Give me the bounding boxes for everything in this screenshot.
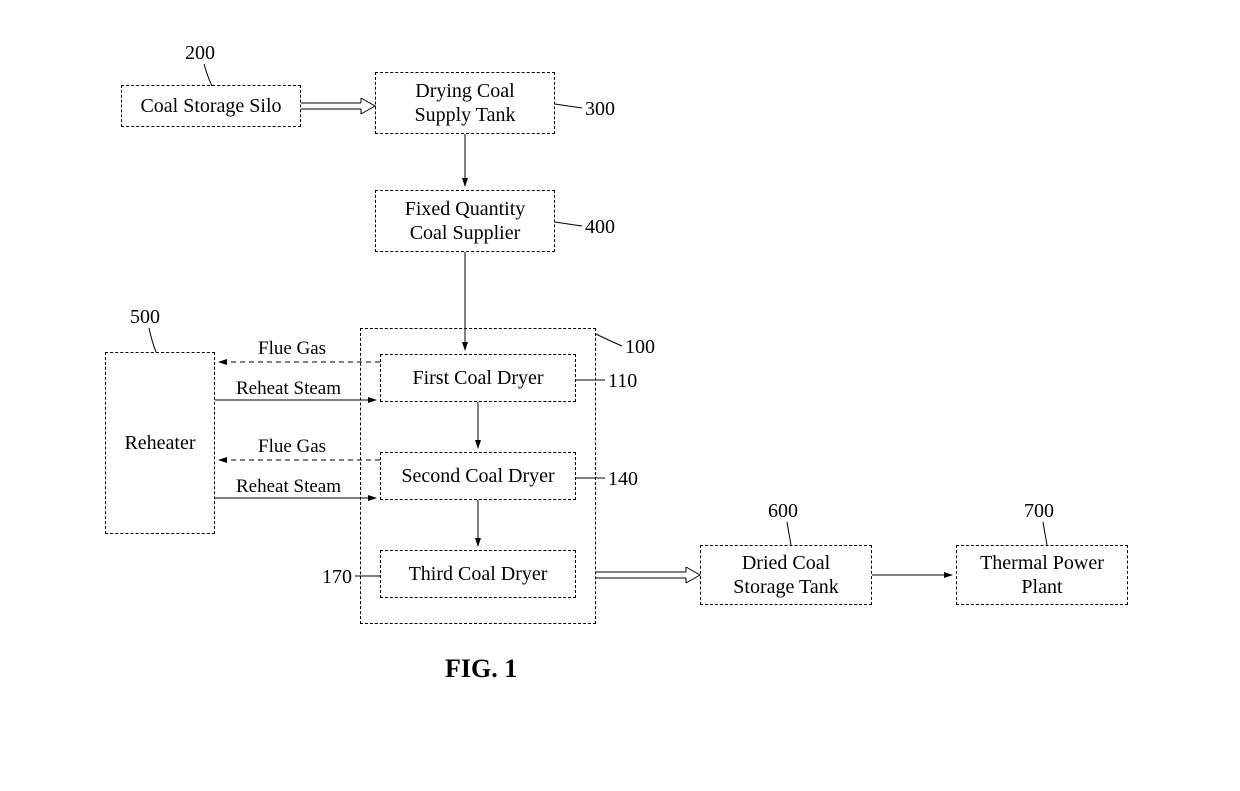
- edge-label-flue-gas-1: Flue Gas: [258, 338, 326, 360]
- node-thermal-power-plant: Thermal PowerPlant: [956, 545, 1128, 605]
- figure-title: FIG. 1: [445, 654, 517, 684]
- node-label: Fixed QuantityCoal Supplier: [405, 197, 526, 245]
- node-dried-coal-storage-tank: Dried CoalStorage Tank: [700, 545, 872, 605]
- node-label: Second Coal Dryer: [401, 464, 554, 488]
- node-label: Dried CoalStorage Tank: [733, 551, 838, 599]
- ref-400: 400: [585, 216, 615, 239]
- node-first-coal-dryer: First Coal Dryer: [380, 354, 576, 402]
- edge-label-reheat-steam-1: Reheat Steam: [236, 378, 341, 400]
- node-label: Reheater: [124, 431, 195, 455]
- ref-300: 300: [585, 98, 615, 121]
- node-label: Drying CoalSupply Tank: [414, 79, 515, 127]
- ref-500: 500: [130, 306, 160, 329]
- edge-label-reheat-steam-2: Reheat Steam: [236, 476, 341, 498]
- ref-600: 600: [768, 500, 798, 523]
- node-third-coal-dryer: Third Coal Dryer: [380, 550, 576, 598]
- ref-140: 140: [608, 468, 638, 491]
- ref-100: 100: [625, 336, 655, 359]
- node-second-coal-dryer: Second Coal Dryer: [380, 452, 576, 500]
- node-coal-storage-silo: Coal Storage Silo: [121, 85, 301, 127]
- ref-200: 200: [185, 42, 215, 65]
- edge-label-flue-gas-2: Flue Gas: [258, 436, 326, 458]
- node-fixed-quantity-coal-supplier: Fixed QuantityCoal Supplier: [375, 190, 555, 252]
- node-drying-coal-supply-tank: Drying CoalSupply Tank: [375, 72, 555, 134]
- ref-110: 110: [608, 370, 637, 393]
- node-label: Coal Storage Silo: [140, 94, 281, 118]
- arrow-170-to-600: [596, 567, 700, 583]
- arrow-200-to-300: [301, 98, 375, 114]
- node-reheater: Reheater: [105, 352, 215, 534]
- node-label: Thermal PowerPlant: [980, 551, 1104, 599]
- ref-170: 170: [322, 566, 352, 589]
- node-label: First Coal Dryer: [412, 366, 543, 390]
- node-label: Third Coal Dryer: [409, 562, 548, 586]
- ref-700: 700: [1024, 500, 1054, 523]
